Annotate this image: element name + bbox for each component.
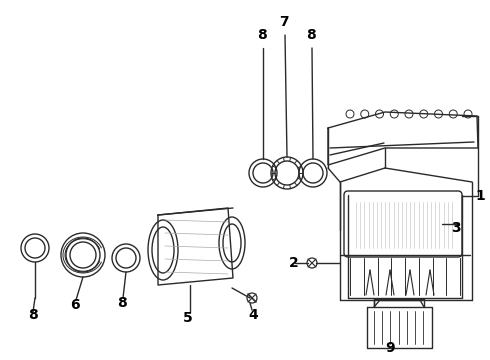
Text: 5: 5 xyxy=(183,311,193,325)
Text: 2: 2 xyxy=(289,256,299,270)
Text: 6: 6 xyxy=(70,298,80,312)
Text: 1: 1 xyxy=(475,189,485,203)
Text: 3: 3 xyxy=(451,221,461,235)
Text: 8: 8 xyxy=(306,28,316,42)
Text: 9: 9 xyxy=(385,341,395,355)
Text: 8: 8 xyxy=(28,308,38,322)
Text: 8: 8 xyxy=(117,296,127,310)
Text: 4: 4 xyxy=(248,308,258,322)
Text: 8: 8 xyxy=(257,28,267,42)
Text: 7: 7 xyxy=(279,15,289,29)
